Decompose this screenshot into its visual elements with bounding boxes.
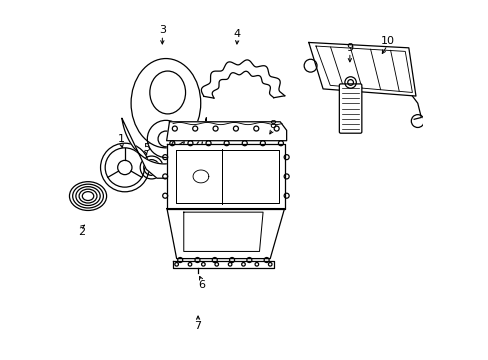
Polygon shape xyxy=(166,144,284,208)
Text: 5: 5 xyxy=(142,143,149,153)
FancyBboxPatch shape xyxy=(339,84,361,133)
Text: 10: 10 xyxy=(380,36,394,46)
Polygon shape xyxy=(122,118,206,178)
Polygon shape xyxy=(166,208,284,258)
Text: 2: 2 xyxy=(78,227,85,237)
Circle shape xyxy=(149,166,153,169)
Text: 4: 4 xyxy=(233,28,241,39)
Text: 3: 3 xyxy=(159,25,165,35)
Polygon shape xyxy=(201,60,284,98)
Text: 1: 1 xyxy=(118,134,124,144)
Text: 6: 6 xyxy=(198,280,204,291)
Polygon shape xyxy=(308,42,415,96)
Polygon shape xyxy=(173,261,273,267)
Polygon shape xyxy=(166,122,286,141)
Text: 8: 8 xyxy=(269,120,276,130)
Text: 7: 7 xyxy=(194,321,201,332)
Text: 9: 9 xyxy=(346,43,353,53)
